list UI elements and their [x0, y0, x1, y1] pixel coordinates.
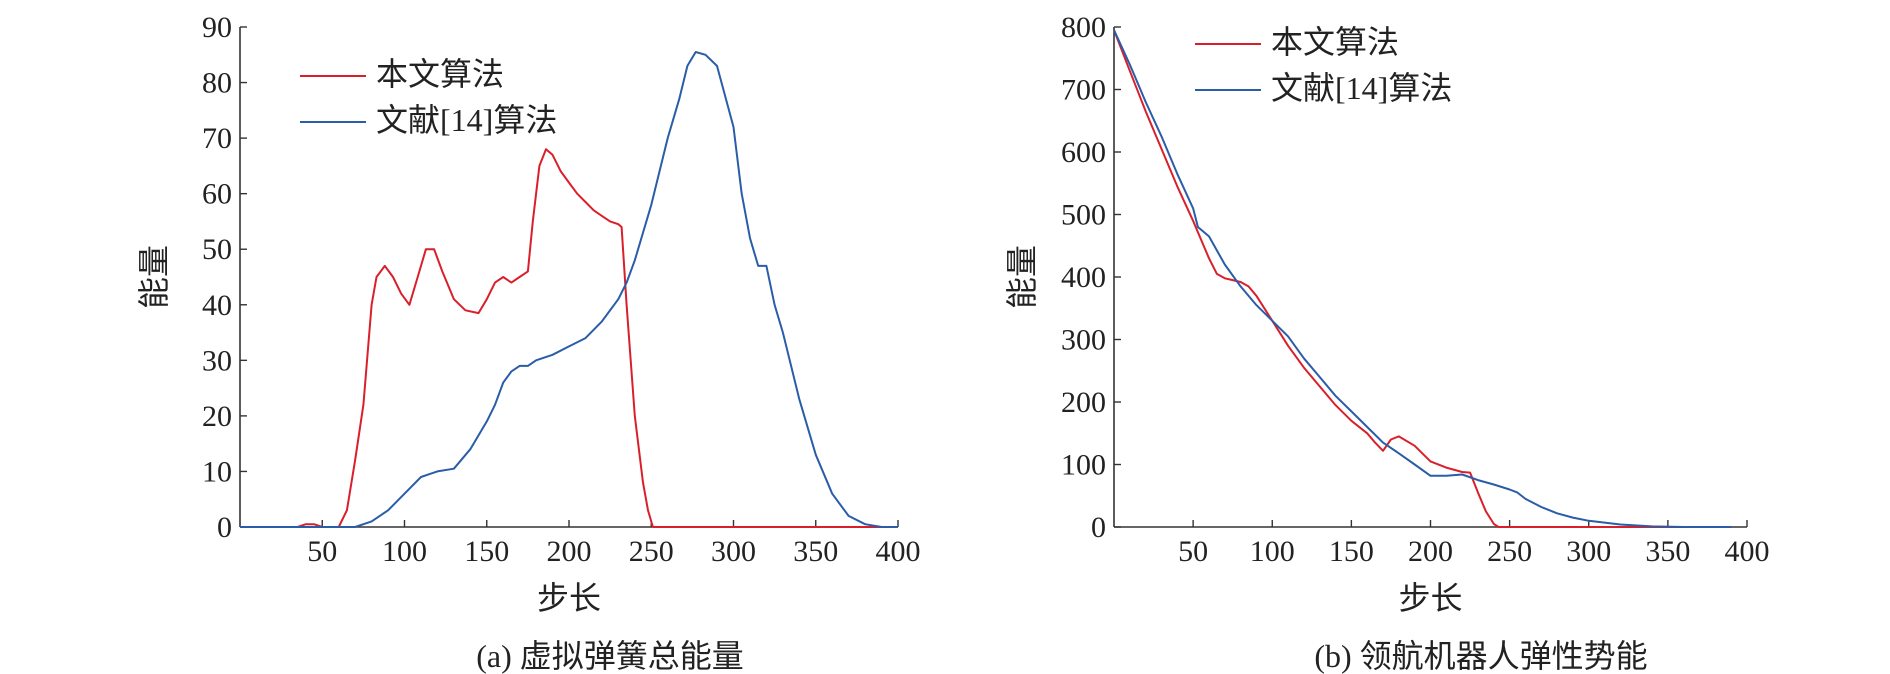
figure-caption: (a) 虚拟弹簧总能量 — [476, 638, 744, 674]
y-tick-label: 0 — [1091, 511, 1106, 544]
y-tick-label: 600 — [1061, 136, 1106, 169]
y-tick-label: 90 — [202, 11, 232, 44]
y-axis-label: 能量 — [1004, 245, 1040, 309]
y-tick-label: 100 — [1061, 449, 1106, 482]
x-axis-label: 步长 — [537, 580, 601, 616]
legend-label-0: 本文算法 — [376, 56, 504, 92]
y-tick-label: 30 — [202, 344, 232, 377]
x-tick-label: 350 — [793, 535, 838, 568]
series-line-0 — [240, 148, 898, 528]
y-tick-label: 800 — [1061, 11, 1106, 44]
x-tick-label: 400 — [876, 535, 921, 568]
series-line-0 — [1113, 29, 1732, 528]
y-tick-label: 20 — [202, 400, 232, 433]
x-tick-label: 250 — [629, 535, 674, 568]
y-tick-label: 0 — [217, 511, 232, 544]
y-tick-label: 60 — [202, 178, 232, 211]
x-tick-label: 100 — [382, 535, 427, 568]
x-tick-label: 350 — [1645, 535, 1690, 568]
x-tick-label: 300 — [711, 535, 756, 568]
x-tick-label: 200 — [1408, 535, 1453, 568]
x-tick-label: 50 — [1178, 535, 1208, 568]
figure-caption: (b) 领航机器人弹性势能 — [1314, 638, 1647, 674]
y-tick-label: 200 — [1061, 386, 1106, 419]
y-tick-label: 50 — [202, 233, 232, 266]
series-line-1 — [240, 51, 898, 528]
x-tick-label: 150 — [464, 535, 509, 568]
x-tick-label: 300 — [1566, 535, 1611, 568]
y-tick-label: 80 — [202, 67, 232, 100]
x-tick-label: 200 — [547, 535, 592, 568]
y-tick-label: 300 — [1061, 324, 1106, 357]
series-line-1 — [1113, 29, 1732, 528]
x-tick-label: 150 — [1329, 535, 1374, 568]
x-tick-label: 50 — [307, 535, 337, 568]
y-tick-label: 10 — [202, 455, 232, 488]
y-tick-label: 500 — [1061, 199, 1106, 232]
y-tick-label: 70 — [202, 122, 232, 155]
x-tick-label: 250 — [1487, 535, 1532, 568]
legend-label-1: 文献[14]算法 — [376, 102, 557, 138]
y-axis-label: 能量 — [136, 245, 172, 309]
x-axis-label: 步长 — [1398, 580, 1462, 616]
y-tick-label: 400 — [1061, 261, 1106, 294]
y-tick-label: 700 — [1061, 74, 1106, 107]
chart-0: 0 10 20 30 40 50 60 70 80 90 50 100 150 200 250 300 350 4… — [136, 11, 921, 674]
legend-label-1: 文献[14]算法 — [1271, 70, 1452, 106]
x-tick-label: 400 — [1725, 535, 1770, 568]
y-tick-label: 40 — [202, 289, 232, 322]
legend-label-0: 本文算法 — [1271, 24, 1399, 60]
chart-1: 0 100 200 300 400 500 600 700 800 50 100 150 200 250 3… — [1004, 11, 1770, 674]
x-tick-label: 100 — [1250, 535, 1295, 568]
